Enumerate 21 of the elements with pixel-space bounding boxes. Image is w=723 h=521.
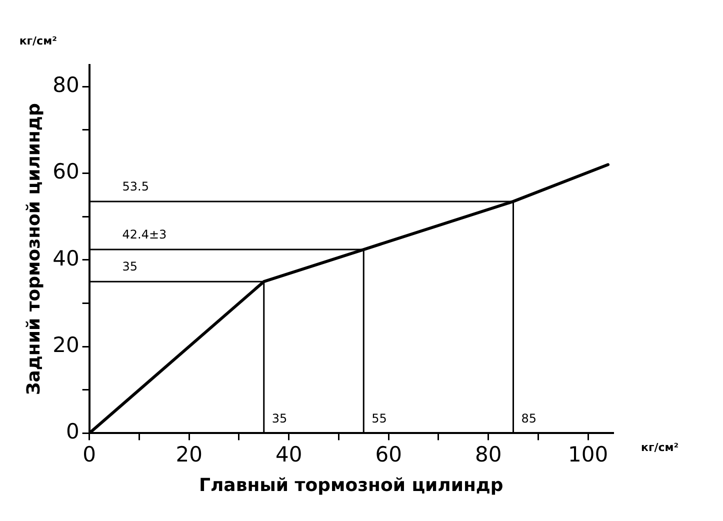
x-tick-label: 40 [275, 442, 302, 466]
x-tick-label: 20 [176, 442, 202, 466]
annotation: 35 [122, 260, 138, 274]
annotation: 53.5 [122, 180, 149, 194]
text: кг/см² [19, 34, 58, 48]
x-tick-label: 0 [82, 442, 96, 466]
x-tick-label: 80 [474, 442, 502, 466]
annotation: 55 [372, 411, 387, 426]
text: кг/см² [641, 441, 679, 454]
y-tick-label: 40 [52, 246, 80, 270]
annotation: 85 [521, 411, 537, 426]
x-axis-title: Главный тормозной цилиндр [199, 474, 504, 496]
y-tick-label: 60 [52, 160, 80, 184]
y-axis-title: Задний тормозной цилиндр [23, 103, 44, 396]
x-tick-label: 60 [375, 442, 402, 466]
x-tick-label: 100 [568, 442, 608, 466]
y-tick-label: 0 [66, 420, 80, 444]
y-tick-label: 20 [52, 333, 80, 358]
annotation: 42.4±3 [122, 228, 167, 242]
annotation: 35 [272, 411, 288, 426]
y-tick-label: 80 [52, 73, 80, 98]
